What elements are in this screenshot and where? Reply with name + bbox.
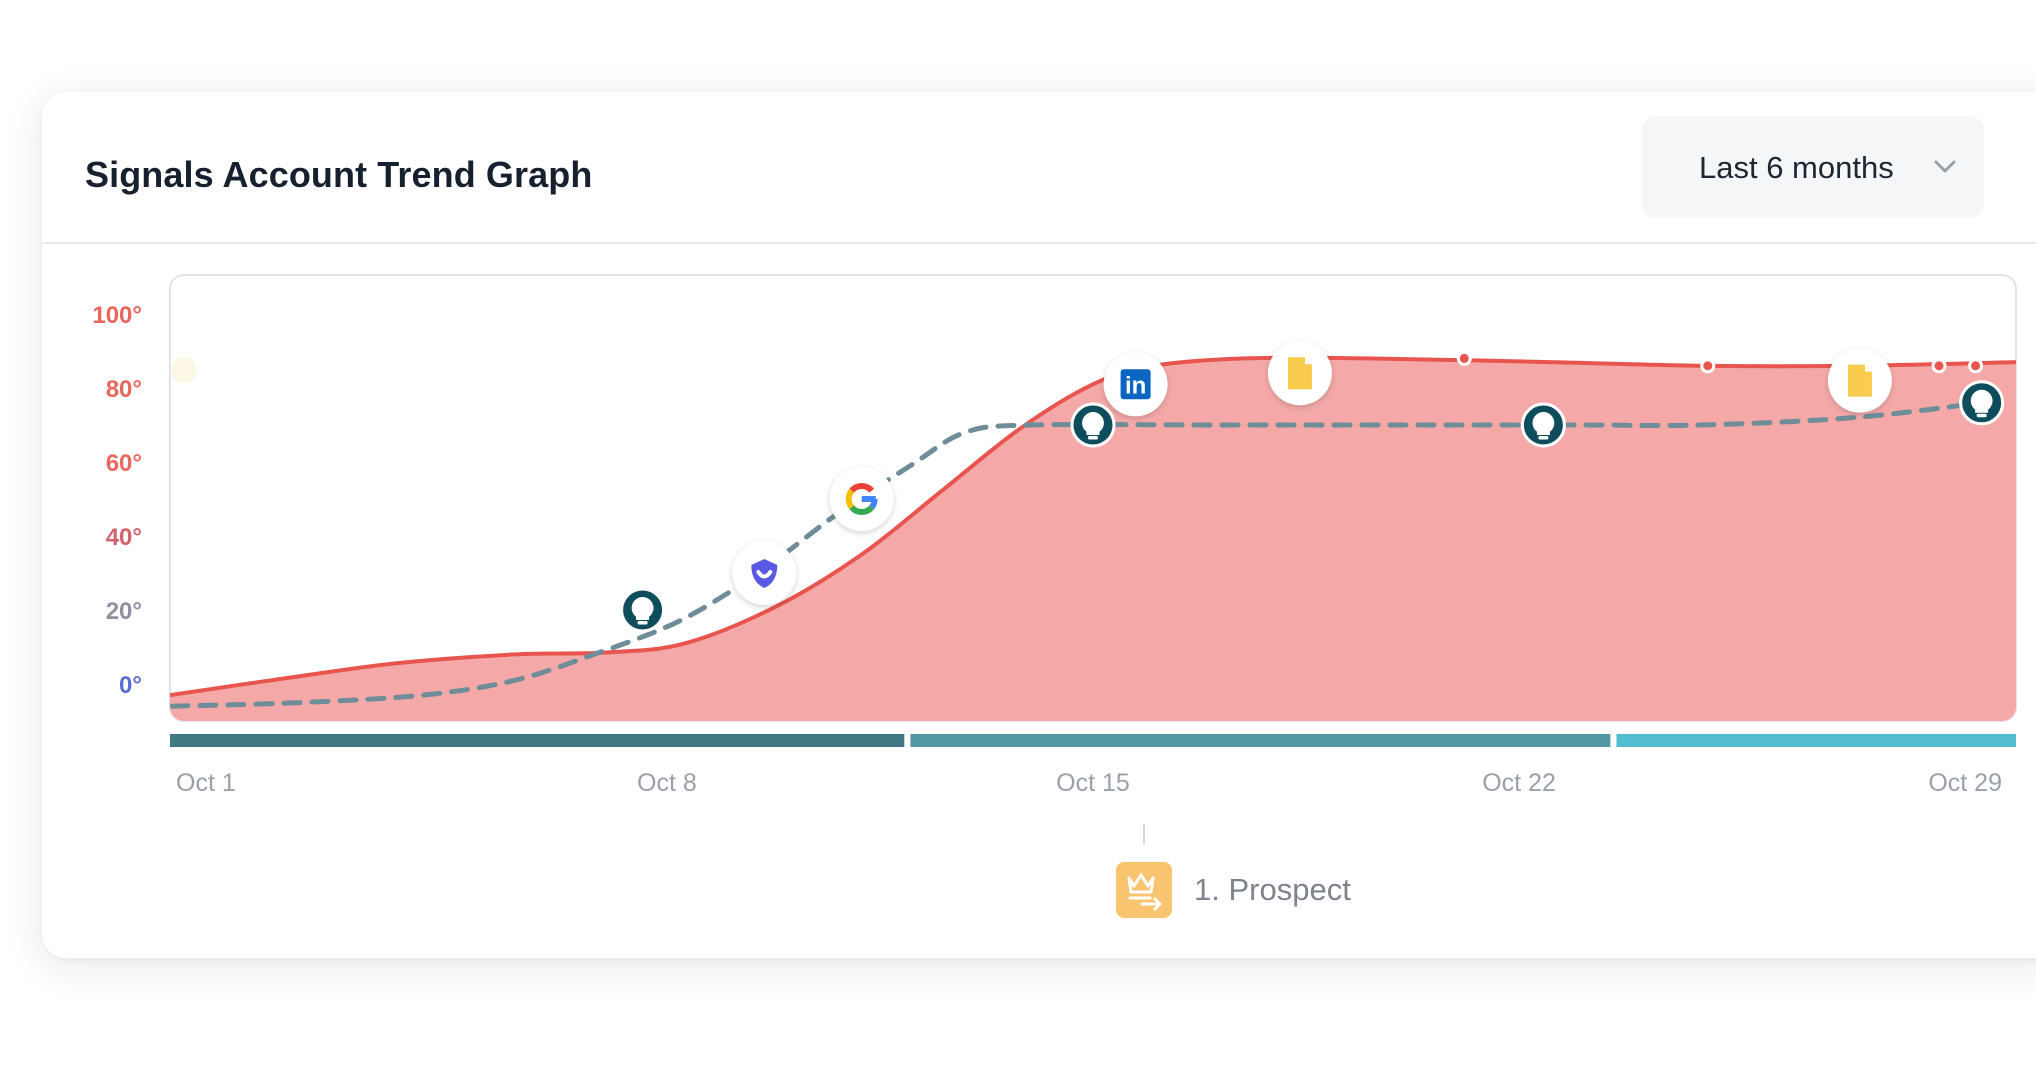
signal-dots (1456, 350, 1984, 374)
x-axis: Oct 1 Oct 8 Oct 15 Oct 22 Oct 29 (176, 769, 2002, 797)
chevron-down-icon (1934, 160, 1956, 173)
card-header: Signals Account Trend Graph Last 6 month… (42, 92, 2036, 244)
y-tick-label: 0° (119, 672, 142, 699)
y-tick-label: 80° (106, 376, 142, 403)
lightbulb-icon[interactable] (1520, 402, 1566, 448)
x-tick-label: Oct 15 (1056, 769, 1130, 797)
signal-dot[interactable] (1700, 358, 1716, 374)
date-range-dropdown[interactable]: Last 6 months (1642, 116, 1984, 218)
svg-text:in: in (1125, 372, 1146, 399)
signal-dot[interactable] (1931, 358, 1947, 374)
x-tick-label: Oct 8 (637, 769, 697, 797)
stage-bar[interactable] (1616, 734, 2016, 747)
y-tick-label: 100° (92, 302, 142, 329)
crown-arrow-icon (1116, 862, 1172, 918)
lightbulb-icon[interactable] (1070, 402, 1116, 448)
linkedin-icon[interactable]: in (1103, 352, 1168, 417)
stage-bar[interactable] (170, 734, 905, 747)
y-axis: 100° 80° 60° 40° 20° 0° (92, 302, 142, 699)
trend-graph-card: Signals Account Trend Graph Last 6 month… (42, 92, 2036, 958)
shield-icon[interactable] (732, 541, 797, 605)
google-icon[interactable] (829, 467, 894, 531)
x-tick-label: Oct 29 (1928, 769, 2002, 797)
legend-item-prospect[interactable]: 1. Prospect (1116, 862, 1351, 918)
date-range-label: Last 6 months (1699, 150, 1894, 185)
x-tick-label: Oct 1 (176, 769, 236, 797)
legend-label: 1. Prospect (1194, 872, 1351, 907)
y-tick-label: 20° (106, 598, 142, 625)
stage-bar[interactable] (910, 734, 1611, 747)
trend-chart: 100°80°60°40°20°0° in Oct 1 Oct 8 Oct 15 Oc… (92, 274, 2017, 918)
area-fill (170, 357, 2016, 721)
stage-bars (170, 734, 2016, 747)
y-tick-label: 60° (106, 450, 142, 477)
x-tick-label: Oct 22 (1482, 769, 1556, 797)
page-title: Signals Account Trend Graph (85, 154, 593, 195)
lightbulb-icon[interactable] (620, 587, 666, 633)
signal-markers: in (620, 341, 2005, 633)
lightbulb-icon (171, 357, 197, 383)
document-icon[interactable] (1827, 348, 1892, 413)
dashed-trend-line (170, 400, 1985, 709)
lightbulb-icon[interactable] (1959, 380, 2005, 426)
signal-dot[interactable] (1456, 350, 1472, 366)
y-tick-label: 40° (106, 524, 142, 551)
document-icon[interactable] (1267, 341, 1332, 406)
signal-dot[interactable] (1968, 358, 1984, 374)
area-line (170, 355, 2016, 698)
